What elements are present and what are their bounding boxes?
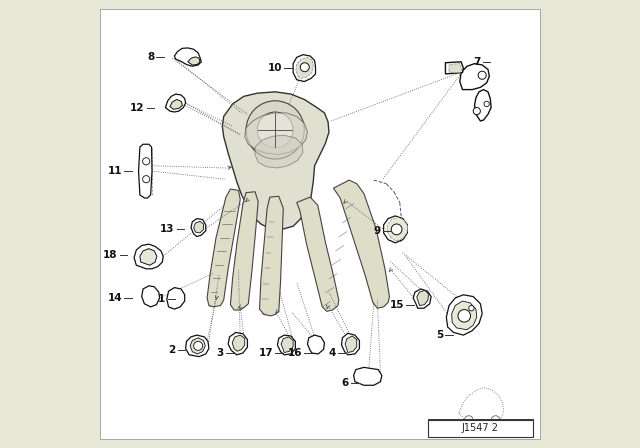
Circle shape <box>464 416 473 425</box>
Polygon shape <box>194 221 204 233</box>
Polygon shape <box>460 64 490 90</box>
Polygon shape <box>170 99 182 109</box>
Text: 11: 11 <box>108 166 122 176</box>
Polygon shape <box>190 338 205 354</box>
Polygon shape <box>345 336 356 353</box>
Polygon shape <box>459 388 504 422</box>
Polygon shape <box>244 113 307 155</box>
Polygon shape <box>296 57 314 78</box>
Circle shape <box>473 108 481 115</box>
Polygon shape <box>383 216 407 243</box>
Text: 1: 1 <box>158 294 165 304</box>
Polygon shape <box>475 90 491 121</box>
Polygon shape <box>260 196 284 316</box>
Text: 15: 15 <box>390 300 404 310</box>
Circle shape <box>484 101 490 107</box>
Text: 17: 17 <box>259 348 273 358</box>
Polygon shape <box>353 367 382 385</box>
Polygon shape <box>232 335 244 351</box>
Polygon shape <box>387 217 408 241</box>
Circle shape <box>491 416 500 425</box>
Text: 3: 3 <box>216 348 224 358</box>
Polygon shape <box>449 64 461 73</box>
Polygon shape <box>307 335 324 354</box>
Polygon shape <box>186 335 209 357</box>
Text: 9: 9 <box>373 226 380 236</box>
Polygon shape <box>333 180 389 308</box>
Polygon shape <box>140 249 157 265</box>
Text: 16: 16 <box>287 348 302 358</box>
Circle shape <box>194 341 203 350</box>
Polygon shape <box>413 289 431 308</box>
Polygon shape <box>281 337 293 353</box>
Circle shape <box>478 71 486 79</box>
Polygon shape <box>174 48 202 66</box>
Polygon shape <box>297 197 339 311</box>
Polygon shape <box>165 94 186 112</box>
Circle shape <box>468 306 474 311</box>
Polygon shape <box>446 295 482 335</box>
Polygon shape <box>139 144 152 198</box>
Circle shape <box>143 176 150 183</box>
Text: 7: 7 <box>473 57 481 67</box>
Polygon shape <box>445 62 463 74</box>
Polygon shape <box>452 301 477 330</box>
FancyBboxPatch shape <box>428 420 533 437</box>
Text: 12: 12 <box>130 103 145 113</box>
Polygon shape <box>188 57 200 65</box>
Polygon shape <box>255 135 303 168</box>
Polygon shape <box>278 335 296 355</box>
Text: 13: 13 <box>160 224 174 234</box>
Polygon shape <box>230 192 258 310</box>
Polygon shape <box>342 333 360 355</box>
Text: J1547 2: J1547 2 <box>461 423 499 433</box>
Circle shape <box>257 112 293 148</box>
Circle shape <box>143 158 150 165</box>
Polygon shape <box>134 244 163 269</box>
Text: 4: 4 <box>328 348 336 358</box>
Circle shape <box>458 310 470 322</box>
Polygon shape <box>222 92 329 229</box>
Text: 18: 18 <box>103 250 118 260</box>
Circle shape <box>300 63 309 72</box>
Polygon shape <box>417 290 428 306</box>
FancyBboxPatch shape <box>100 9 540 439</box>
Polygon shape <box>141 286 159 307</box>
Text: 14: 14 <box>108 293 122 303</box>
Polygon shape <box>167 288 185 309</box>
Polygon shape <box>293 55 316 82</box>
Text: 8: 8 <box>147 52 154 62</box>
Polygon shape <box>228 332 248 355</box>
Polygon shape <box>207 189 240 307</box>
Text: 10: 10 <box>268 63 282 73</box>
Text: 6: 6 <box>342 378 349 388</box>
Text: 5: 5 <box>436 330 443 340</box>
Circle shape <box>391 224 402 235</box>
Polygon shape <box>191 219 206 237</box>
Circle shape <box>246 101 305 159</box>
Text: 2: 2 <box>168 345 176 355</box>
